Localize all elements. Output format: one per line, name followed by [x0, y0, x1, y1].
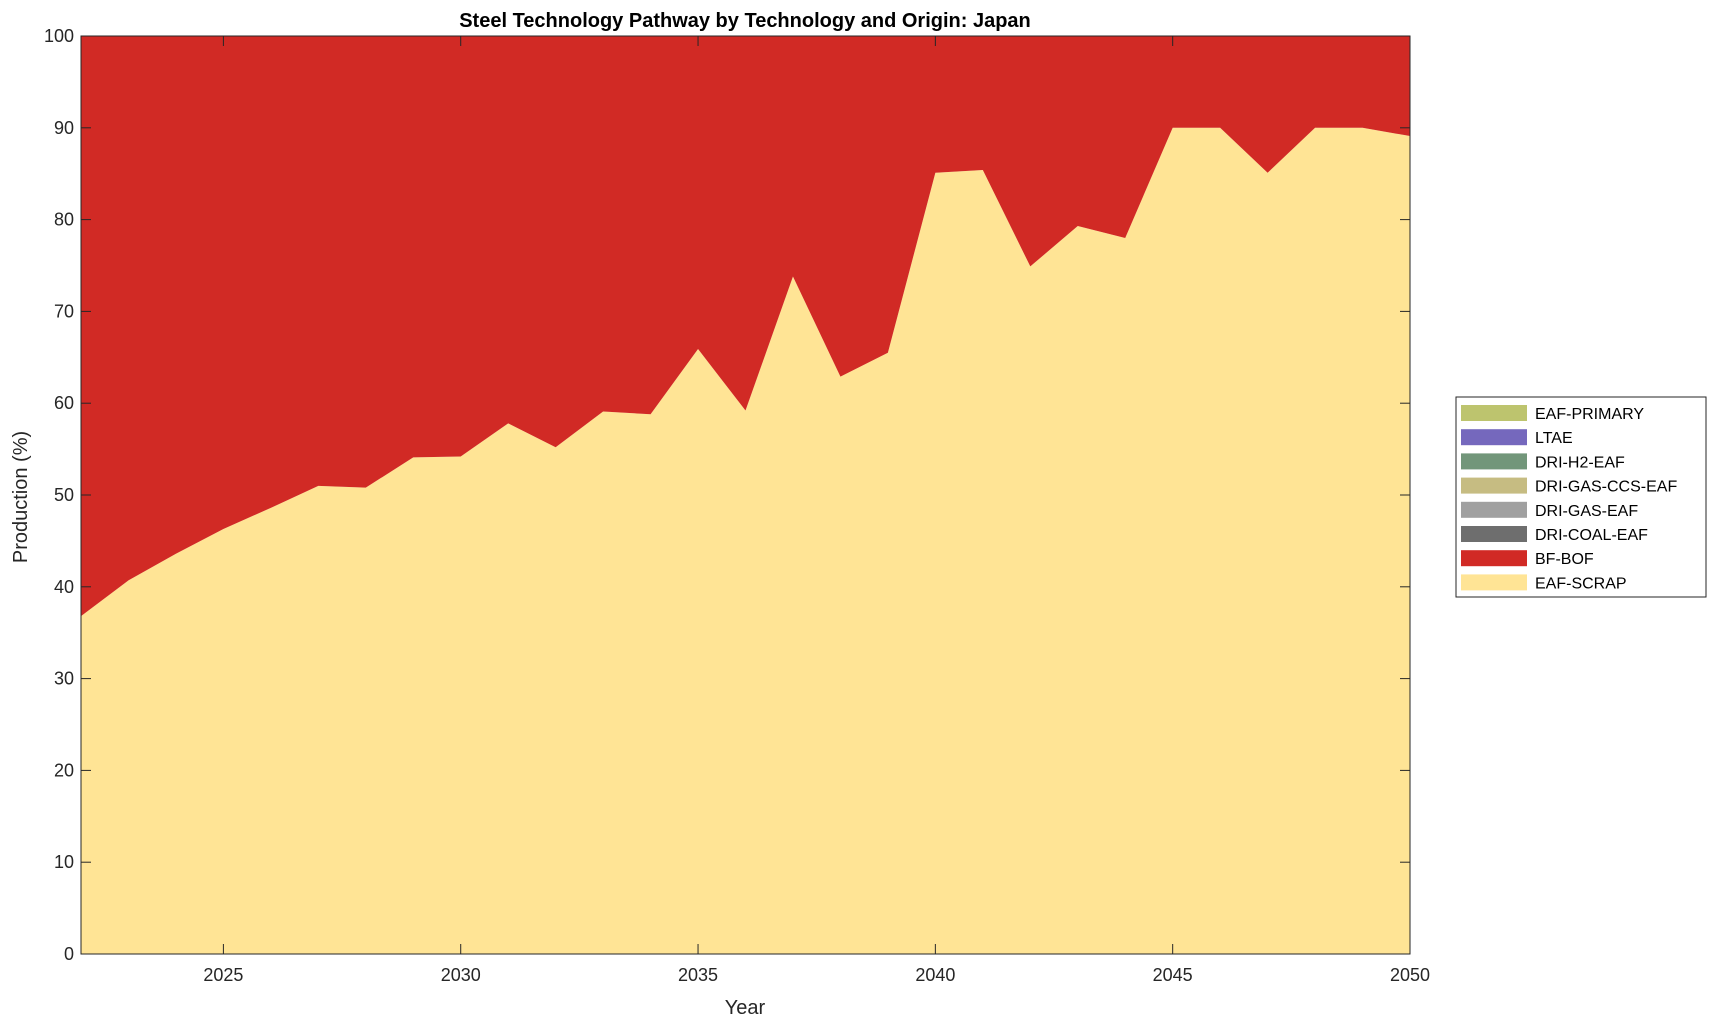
legend-label-eaf-scrap: EAF-SCRAP [1535, 575, 1627, 592]
y-axis-label: Production (%) [10, 431, 32, 563]
y-tick-label: 80 [54, 210, 74, 230]
x-tick-label: 2050 [1390, 965, 1430, 985]
series-area-eaf-scrap [81, 127, 1410, 955]
x-tick-label: 2025 [203, 965, 243, 985]
legend-swatch-dri-h2-eaf [1461, 453, 1527, 470]
legend-swatch-dri-gas-ccs-eaf [1461, 477, 1527, 494]
x-tick-label: 2045 [1153, 965, 1193, 985]
legend-label-dri-h2-eaf: DRI-H2-EAF [1535, 454, 1625, 471]
y-tick-label: 70 [54, 301, 74, 321]
series-area-bf-bof [81, 36, 1410, 617]
x-tick-label: 2040 [915, 965, 955, 985]
y-tick-label: 90 [54, 118, 74, 138]
legend-swatch-eaf-scrap [1461, 574, 1527, 591]
legend: EAF-PRIMARY LTAE DRI-H2-EAF DRI-GAS-CCS-EAF… [1455, 396, 1707, 598]
x-axis-label: Year [725, 997, 766, 1019]
y-tick-label: 40 [54, 577, 74, 597]
legend-label-dri-gas-eaf: DRI-GAS-EAF [1535, 503, 1638, 520]
x-tick-label: 2035 [678, 965, 718, 985]
y-tick-label: 10 [54, 852, 74, 872]
y-tick-label: 50 [54, 485, 74, 505]
y-tick-label: 60 [54, 393, 74, 413]
legend-swatch-bf-bof [1461, 550, 1527, 567]
legend-label-dri-gas-ccs-eaf: DRI-GAS-CCS-EAF [1535, 479, 1677, 496]
area-layer [81, 36, 1410, 955]
y-tick-label: 0 [64, 944, 74, 964]
x-tick-label: 2030 [441, 965, 481, 985]
y-tick-label: 30 [54, 669, 74, 689]
legend-label-eaf-primary: EAF-PRIMARY [1535, 406, 1644, 423]
legend-swatch-ltae [1461, 429, 1527, 446]
legend-swatch-dri-gas-eaf [1461, 501, 1527, 518]
legend-label-ltae: LTAE [1535, 430, 1573, 447]
y-tick-label: 20 [54, 760, 74, 780]
legend-swatch-dri-coal-eaf [1461, 526, 1527, 542]
chart-title: Steel Technology Pathway by Technology a… [459, 10, 1031, 32]
y-tick-label: 100 [44, 26, 74, 46]
legend-label-bf-bof: BF-BOF [1535, 551, 1594, 568]
legend-swatch-eaf-primary [1461, 405, 1527, 421]
legend-label-dri-coal-eaf: DRI-COAL-EAF [1535, 527, 1648, 544]
